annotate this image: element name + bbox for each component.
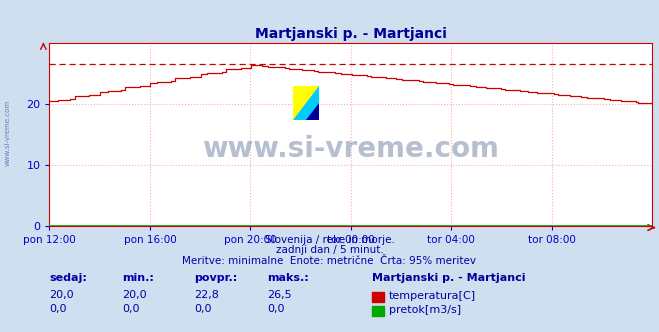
Title: Martjanski p. - Martjanci: Martjanski p. - Martjanci bbox=[255, 27, 447, 41]
Text: 0,0: 0,0 bbox=[49, 304, 67, 314]
Text: sedaj:: sedaj: bbox=[49, 273, 87, 283]
Text: 0,0: 0,0 bbox=[122, 304, 140, 314]
Text: 0,0: 0,0 bbox=[194, 304, 212, 314]
Text: Slovenija / reke in morje.: Slovenija / reke in morje. bbox=[264, 235, 395, 245]
Text: maks.:: maks.: bbox=[267, 273, 308, 283]
Text: 20,0: 20,0 bbox=[122, 290, 146, 300]
Text: zadnji dan / 5 minut.: zadnji dan / 5 minut. bbox=[275, 245, 384, 255]
Text: povpr.:: povpr.: bbox=[194, 273, 238, 283]
Text: temperatura[C]: temperatura[C] bbox=[389, 291, 476, 301]
Text: 20,0: 20,0 bbox=[49, 290, 74, 300]
Text: 26,5: 26,5 bbox=[267, 290, 291, 300]
Text: 0,0: 0,0 bbox=[267, 304, 285, 314]
Text: min.:: min.: bbox=[122, 273, 154, 283]
Text: 22,8: 22,8 bbox=[194, 290, 219, 300]
Polygon shape bbox=[293, 86, 319, 120]
Text: Martjanski p. - Martjanci: Martjanski p. - Martjanci bbox=[372, 273, 526, 283]
Text: www.si-vreme.com: www.si-vreme.com bbox=[202, 135, 500, 163]
Polygon shape bbox=[293, 86, 319, 120]
Text: pretok[m3/s]: pretok[m3/s] bbox=[389, 305, 461, 315]
Text: Meritve: minimalne  Enote: metrične  Črta: 95% meritev: Meritve: minimalne Enote: metrične Črta:… bbox=[183, 256, 476, 266]
Text: www.si-vreme.com: www.si-vreme.com bbox=[5, 100, 11, 166]
Polygon shape bbox=[306, 103, 319, 120]
